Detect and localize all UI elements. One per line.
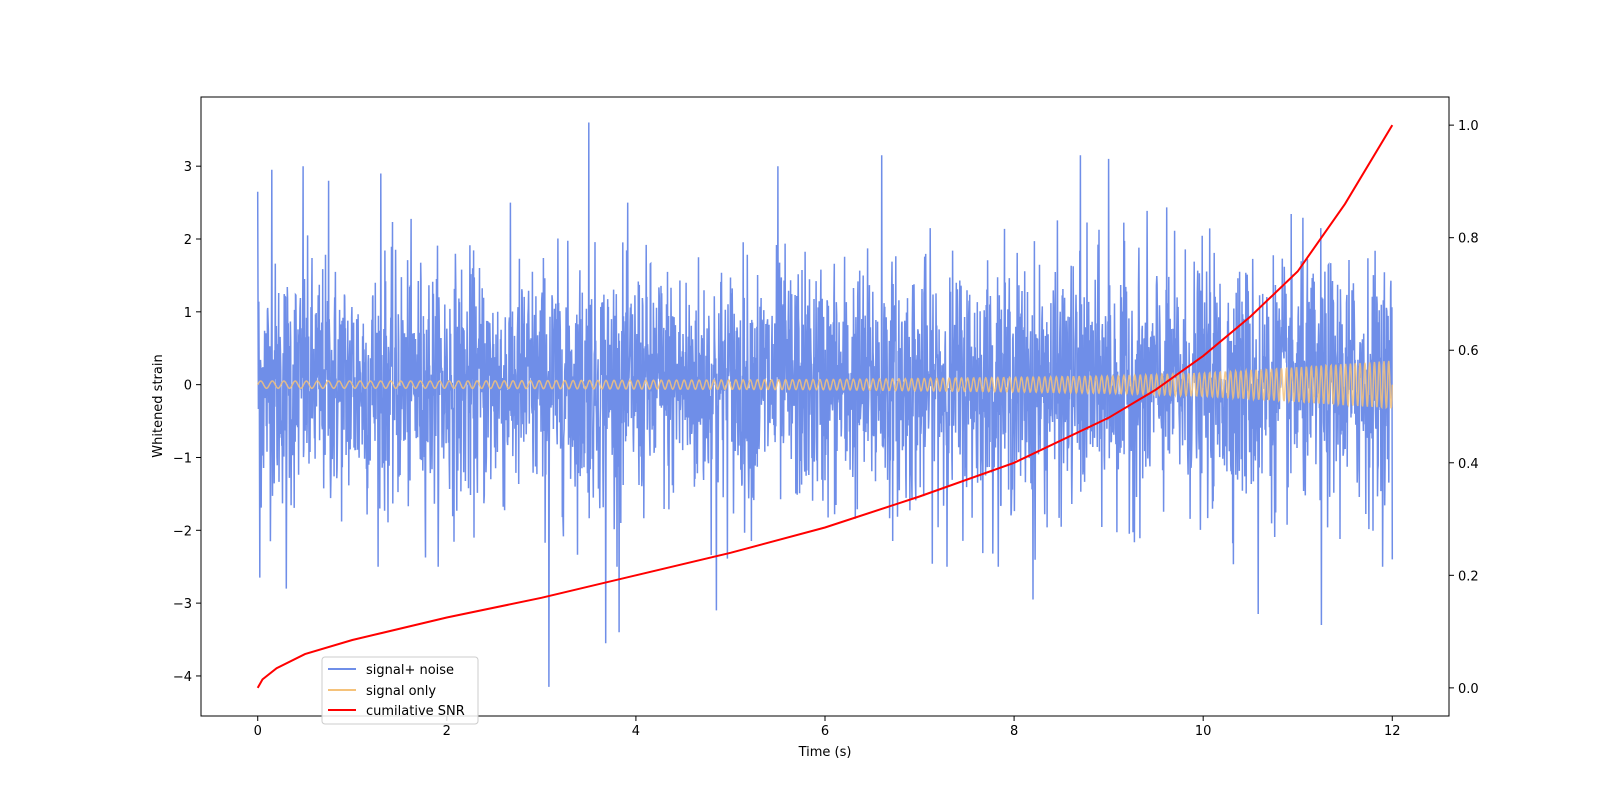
y-axis-ticks: −4 −3 −2 −1 0 1 2 3 (173, 160, 201, 685)
y-tick-label: −4 (173, 670, 192, 685)
right-y-tick-label: 0.2 (1458, 569, 1479, 584)
x-tick-label: 4 (632, 724, 640, 739)
x-tick-label: 0 (254, 724, 262, 739)
right-y-tick-label: 0.6 (1458, 344, 1479, 359)
x-tick-label: 6 (821, 724, 829, 739)
y-tick-label: 0 (184, 379, 192, 394)
legend-label-signal-only: signal only (366, 684, 436, 699)
right-y-tick-label: 0.0 (1458, 682, 1479, 697)
y-tick-label: 3 (184, 160, 192, 175)
y-tick-label: 1 (184, 306, 192, 321)
x-axis-ticks: 0 2 4 6 8 10 12 (254, 716, 1401, 739)
series-signal-only (257, 360, 1394, 410)
right-y-tick-label: 0.4 (1458, 457, 1479, 472)
y-tick-label: −3 (173, 597, 192, 612)
legend-label-cumulative-snr: cumilative SNR (366, 704, 465, 719)
x-tick-label: 8 (1010, 724, 1018, 739)
series-layer (256, 122, 1394, 689)
y-tick-label: −2 (173, 524, 192, 539)
legend-label-signal-noise: signal+ noise (366, 663, 454, 678)
y-tick-label: 2 (184, 233, 192, 248)
y-axis-label: Whitened strain (151, 354, 166, 457)
legend: signal+ noise signal only cumilative SNR (321, 656, 479, 725)
right-y-tick-label: 0.8 (1458, 232, 1479, 247)
x-tick-label: 10 (1195, 724, 1212, 739)
legend-box (321, 656, 479, 725)
series-cumulative-snr (256, 124, 1394, 689)
y-tick-label: −1 (173, 451, 192, 466)
x-tick-label: 12 (1384, 724, 1401, 739)
right-y-tick-label: 1.0 (1458, 119, 1479, 134)
x-axis-label: Time (s) (798, 745, 852, 760)
x-tick-label: 2 (443, 724, 451, 739)
right-y-axis-ticks: 0.0 0.2 0.4 0.6 0.8 1.0 (1449, 119, 1479, 697)
